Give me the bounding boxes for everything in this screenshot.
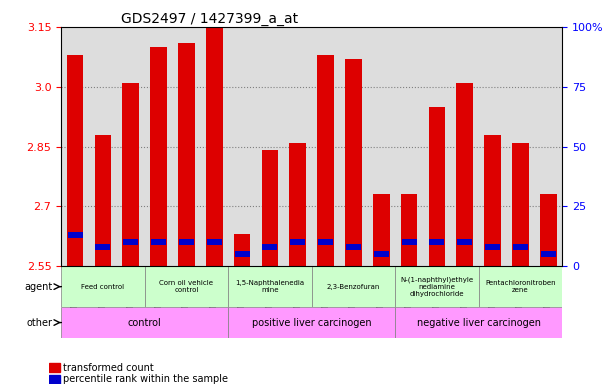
Bar [290, 239, 306, 245]
Bar [401, 194, 417, 266]
Bar [262, 244, 277, 250]
Bar [178, 43, 195, 266]
Bar [207, 239, 222, 245]
Bar [373, 194, 390, 266]
Bar [401, 239, 417, 245]
Text: Corn oil vehicle
control: Corn oil vehicle control [159, 280, 213, 293]
Bar [540, 194, 557, 266]
Text: Feed control: Feed control [81, 284, 125, 290]
Text: positive liver carcinogen: positive liver carcinogen [252, 318, 371, 328]
Text: 1,5-Naphthalenedia
mine: 1,5-Naphthalenedia mine [235, 280, 304, 293]
Bar [233, 234, 251, 266]
Bar [428, 107, 445, 266]
Bar [512, 142, 529, 266]
Text: 2,3-Benzofuran: 2,3-Benzofuran [327, 284, 380, 290]
Bar [49, 375, 60, 384]
Bar [95, 244, 111, 250]
FancyBboxPatch shape [228, 266, 312, 307]
Text: agent: agent [24, 281, 53, 292]
Bar [95, 134, 111, 266]
Bar [122, 83, 139, 266]
Bar [179, 239, 194, 245]
Bar [484, 134, 501, 266]
FancyBboxPatch shape [395, 307, 562, 338]
Bar [151, 239, 166, 245]
Bar [345, 59, 362, 266]
FancyBboxPatch shape [145, 266, 228, 307]
FancyBboxPatch shape [478, 266, 562, 307]
Bar [290, 142, 306, 266]
Bar [67, 55, 83, 266]
Text: Pentachloronitroben
zene: Pentachloronitroben zene [485, 280, 555, 293]
Bar [67, 232, 82, 238]
Bar [374, 251, 389, 257]
Bar [430, 239, 444, 245]
Bar [206, 27, 222, 266]
Text: other: other [27, 318, 53, 328]
Bar [317, 55, 334, 266]
Bar [457, 239, 472, 245]
FancyBboxPatch shape [312, 266, 395, 307]
Bar [123, 239, 138, 245]
FancyBboxPatch shape [61, 307, 228, 338]
Text: percentile rank within the sample: percentile rank within the sample [63, 374, 228, 384]
Bar [235, 251, 249, 257]
Bar [262, 151, 278, 266]
Bar [485, 244, 500, 250]
Text: N-(1-naphthyl)ethyle
nediamine
dihydrochloride: N-(1-naphthyl)ethyle nediamine dihydroch… [400, 276, 474, 297]
Text: GDS2497 / 1427399_a_at: GDS2497 / 1427399_a_at [121, 12, 298, 26]
Text: transformed count: transformed count [63, 363, 153, 373]
Bar [49, 363, 60, 372]
FancyBboxPatch shape [61, 266, 145, 307]
Bar [346, 244, 361, 250]
Bar [456, 83, 473, 266]
FancyBboxPatch shape [395, 266, 478, 307]
Text: negative liver carcinogen: negative liver carcinogen [417, 318, 541, 328]
Bar [318, 239, 333, 245]
Bar [541, 251, 556, 257]
FancyBboxPatch shape [228, 307, 395, 338]
Bar [513, 244, 528, 250]
Bar [150, 47, 167, 266]
Text: control: control [128, 318, 161, 328]
